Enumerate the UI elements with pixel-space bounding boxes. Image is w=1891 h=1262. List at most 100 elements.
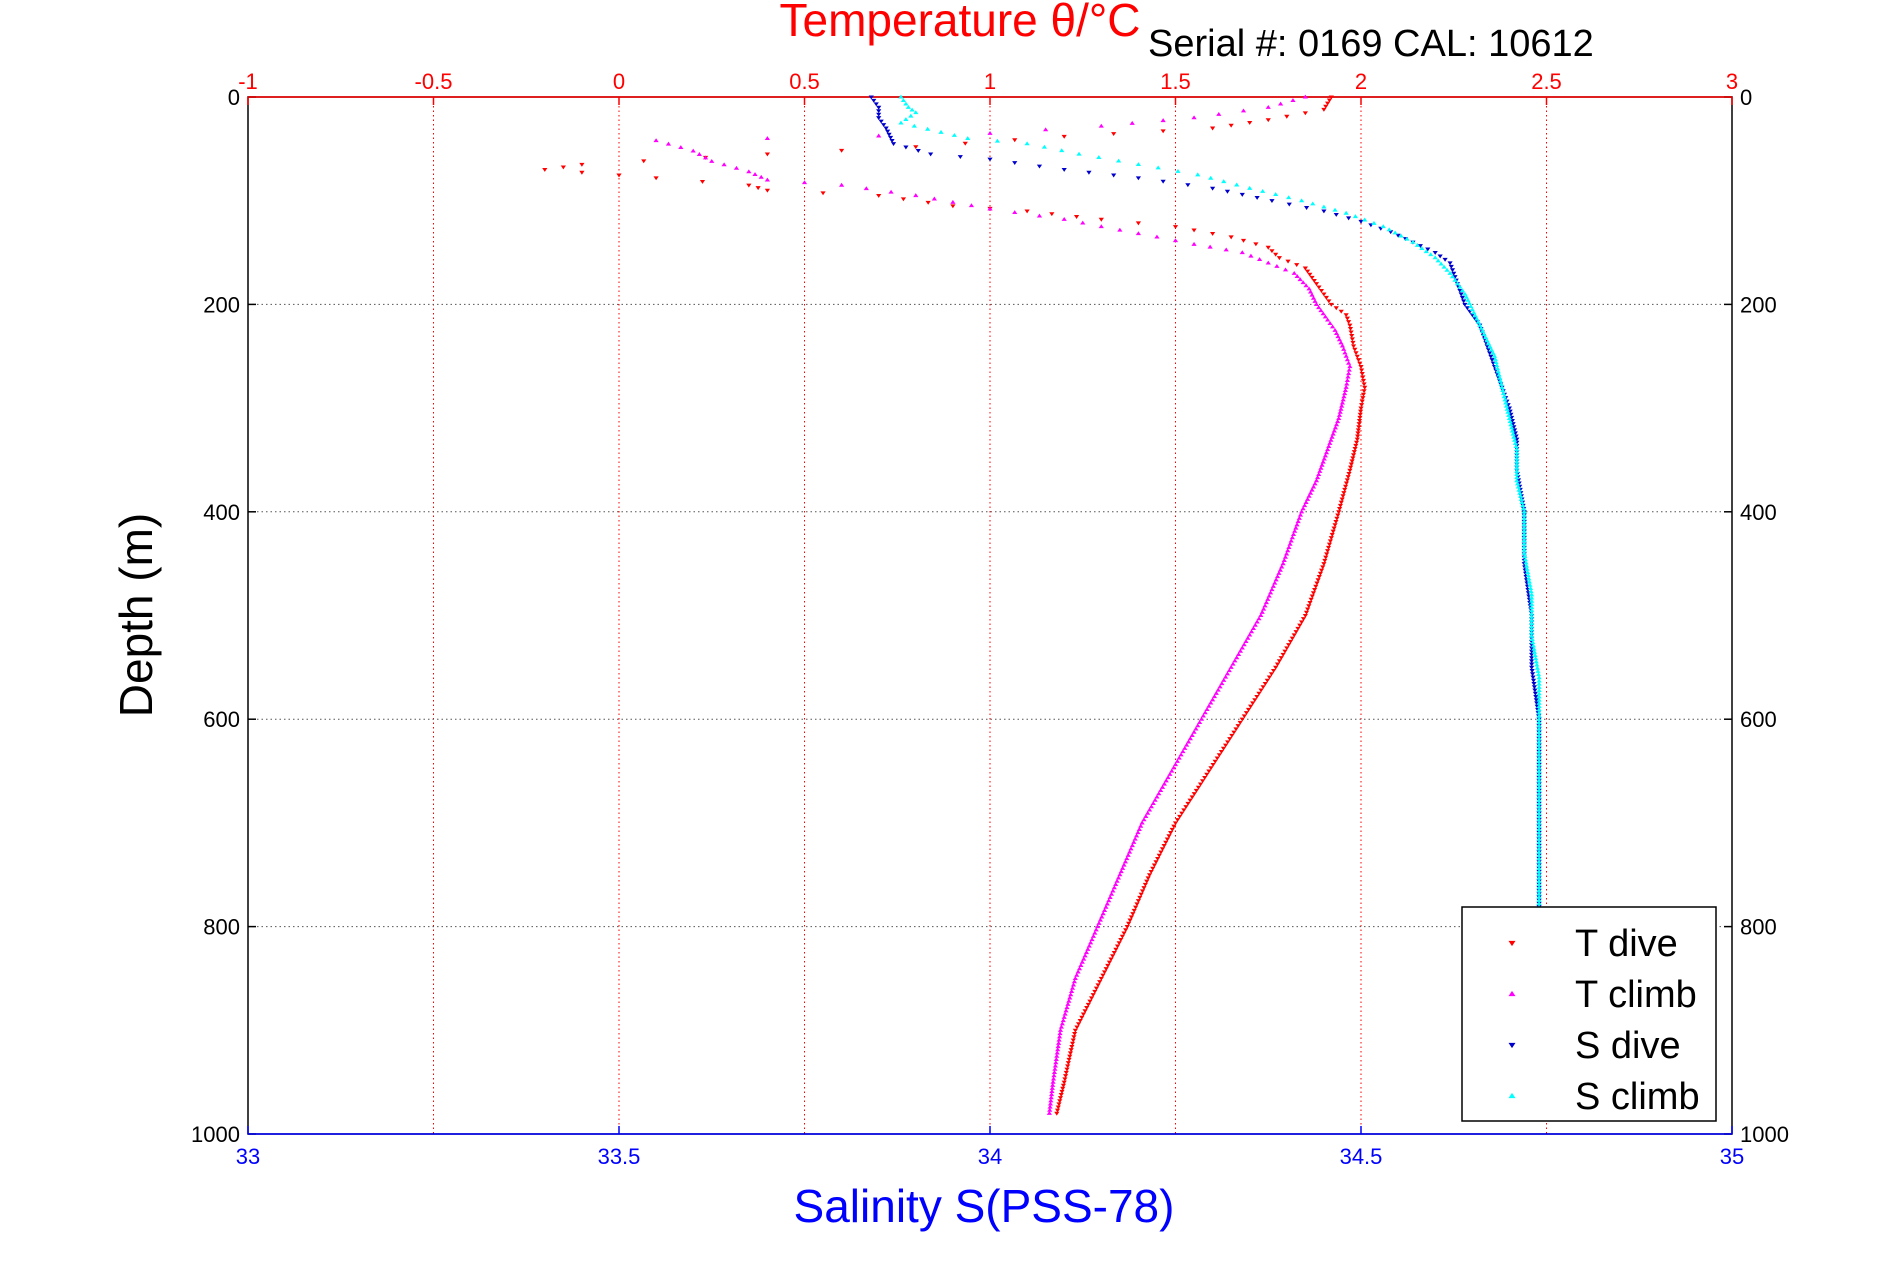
data-point — [1083, 950, 1090, 955]
data-point — [1533, 694, 1539, 699]
data-point — [1497, 378, 1504, 383]
data-point — [1533, 656, 1539, 661]
data-point — [1487, 344, 1493, 349]
data-point — [1536, 752, 1542, 757]
data-point — [1145, 810, 1151, 815]
data-point — [1522, 554, 1528, 559]
data-point — [1060, 1086, 1066, 1091]
data-point — [1100, 911, 1106, 916]
data-point — [1286, 545, 1292, 550]
data-point — [1309, 487, 1315, 492]
data-point — [1289, 535, 1295, 540]
data-point — [1273, 252, 1279, 257]
data-point — [1534, 662, 1540, 667]
data-point — [1135, 162, 1141, 166]
data-point — [1121, 931, 1127, 936]
data-point — [1171, 765, 1177, 770]
data-point — [1088, 940, 1094, 945]
data-point — [1344, 381, 1350, 386]
data-point — [1327, 539, 1333, 544]
data-point — [1342, 388, 1349, 393]
data-point — [1124, 856, 1130, 861]
data-point — [1168, 831, 1174, 835]
data-point — [1064, 1005, 1070, 1010]
bottom-axis-title: Salinity S(PSS-78) — [794, 1180, 1175, 1232]
data-point — [1522, 557, 1528, 562]
top-axis-tick-label: -0.5 — [415, 69, 453, 94]
data-point — [1171, 824, 1177, 829]
data-point — [1307, 289, 1314, 294]
data-point — [1123, 928, 1129, 933]
data-point — [1118, 938, 1124, 942]
data-point — [1517, 490, 1523, 495]
data-point — [1266, 593, 1272, 598]
data-point — [1532, 691, 1538, 696]
data-point — [1060, 1018, 1066, 1023]
data-point — [1352, 446, 1358, 451]
data-point — [1333, 212, 1339, 217]
data-point — [1200, 713, 1206, 718]
data-point — [1243, 711, 1250, 716]
data-point — [1307, 600, 1313, 605]
data-point — [1536, 814, 1542, 818]
data-point — [1489, 358, 1495, 363]
data-point — [1189, 733, 1195, 737]
data-point — [1292, 528, 1298, 533]
data-point — [1174, 818, 1181, 822]
data-point — [1270, 669, 1277, 673]
data-point — [1283, 551, 1290, 556]
data-point — [1053, 1057, 1059, 1062]
data-point — [1333, 306, 1339, 311]
data-point — [1495, 369, 1501, 374]
data-point — [1490, 350, 1496, 355]
data-point — [1356, 425, 1362, 430]
data-point — [1527, 582, 1533, 587]
data-point — [1359, 403, 1365, 407]
data-point — [1357, 361, 1363, 366]
data-point — [1265, 118, 1271, 123]
data-point — [1321, 292, 1327, 297]
data-point — [1302, 94, 1308, 99]
data-point — [1509, 425, 1515, 430]
data-point — [1344, 478, 1350, 483]
data-point — [1493, 360, 1499, 365]
data-point — [721, 162, 727, 167]
data-point — [1273, 192, 1279, 197]
data-point — [1290, 532, 1297, 537]
data-point — [1333, 331, 1340, 335]
data-point — [1304, 269, 1311, 274]
data-point — [900, 197, 907, 202]
data-point — [905, 105, 911, 109]
top-axis-tick-label: 3 — [1726, 69, 1738, 94]
data-point — [1441, 264, 1447, 269]
legend-label: T dive — [1575, 923, 1678, 965]
data-point — [1311, 278, 1317, 283]
data-point — [1525, 570, 1531, 574]
data-point — [1325, 545, 1332, 550]
data-point — [1526, 579, 1532, 584]
data-point — [1051, 1070, 1058, 1074]
y-axis-title: Depth (m) — [110, 513, 162, 717]
data-point — [1536, 723, 1542, 728]
data-point — [1536, 791, 1542, 796]
data-point — [1191, 792, 1197, 797]
data-point — [1339, 343, 1346, 348]
data-point — [1517, 493, 1524, 498]
data-point — [1310, 201, 1316, 206]
data-point — [1048, 1095, 1054, 1100]
data-point — [1529, 662, 1535, 667]
data-point — [1061, 168, 1067, 172]
legend-label: T climb — [1575, 974, 1697, 1016]
data-point — [1318, 568, 1325, 573]
data-point — [1332, 327, 1338, 332]
data-point — [1339, 400, 1346, 405]
data-point — [1279, 564, 1285, 569]
data-point — [1520, 506, 1527, 511]
data-point — [1324, 552, 1330, 557]
data-point — [1163, 840, 1169, 845]
data-point — [1528, 589, 1534, 594]
data-point — [1466, 301, 1472, 305]
data-point — [1116, 941, 1122, 946]
data-point — [1532, 653, 1538, 657]
data-point — [1297, 623, 1303, 628]
